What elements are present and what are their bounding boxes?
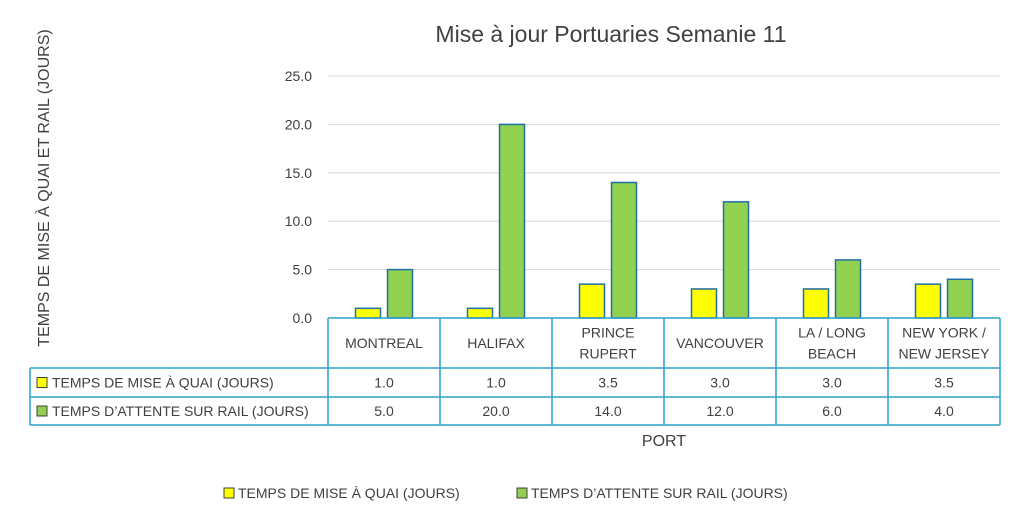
table-value: 3.0 bbox=[822, 375, 842, 391]
category-label: MONTREAL bbox=[345, 335, 423, 351]
bar bbox=[690, 288, 718, 319]
gridlines bbox=[328, 75, 1000, 271]
row-legend-key bbox=[36, 377, 48, 388]
bar bbox=[354, 307, 382, 319]
table-value: 5.0 bbox=[374, 403, 394, 419]
table-value: 6.0 bbox=[822, 403, 842, 419]
row-legend-key bbox=[36, 405, 48, 417]
y-tick-label: 0.0 bbox=[293, 310, 313, 326]
data-table: MONTREAL HALIFAX PRINCE RUPERT VANCOUVER LA /… bbox=[29, 317, 1001, 426]
category-label: PRINCE bbox=[582, 325, 635, 341]
table-value: 12.0 bbox=[706, 403, 733, 419]
bar bbox=[386, 268, 414, 319]
bar bbox=[610, 181, 638, 319]
legend-key bbox=[223, 487, 235, 499]
legend-entry: TEMPS D’ATTENTE SUR RAIL (JOURS) bbox=[531, 485, 788, 501]
y-tick-label: 20.0 bbox=[285, 116, 312, 132]
bar bbox=[914, 283, 942, 319]
table-value: 14.0 bbox=[594, 403, 621, 419]
y-tick-label: 15.0 bbox=[285, 165, 312, 181]
y-tick-label: 25.0 bbox=[285, 68, 312, 84]
category-label: LA / LONG bbox=[798, 325, 866, 341]
chart-title: Mise à jour Portuaries Semanie 11 bbox=[435, 21, 786, 47]
category-label: VANCOUVER bbox=[676, 335, 764, 351]
table-value: 20.0 bbox=[482, 403, 509, 419]
legend: TEMPS DE MISE À QUAI (JOURS) TEMPS D’ATTE… bbox=[223, 485, 788, 501]
x-axis-label: PORT bbox=[642, 433, 686, 450]
category-label: NEW YORK / bbox=[902, 325, 986, 341]
table-value: 4.0 bbox=[934, 403, 954, 419]
bar bbox=[834, 259, 862, 319]
y-axis-label: TEMPS DE MISE À QUAI ET RAIL (JOURS) bbox=[34, 29, 53, 346]
category-label: NEW JERSEY bbox=[898, 346, 990, 362]
y-axis-ticks: 0.0 5.0 10.0 15.0 20.0 25.0 bbox=[285, 68, 312, 326]
row-series-name: TEMPS DE MISE À QUAI (JOURS) bbox=[52, 375, 274, 391]
y-tick-label: 5.0 bbox=[293, 262, 313, 278]
bar bbox=[722, 201, 750, 319]
y-tick-label: 10.0 bbox=[285, 213, 312, 229]
bar bbox=[578, 283, 606, 319]
table-value: 1.0 bbox=[486, 375, 506, 391]
category-label: BEACH bbox=[808, 346, 856, 362]
category-label: RUPERT bbox=[579, 346, 637, 362]
bar bbox=[946, 278, 974, 319]
table-value: 3.0 bbox=[710, 375, 730, 391]
table-value: 1.0 bbox=[374, 375, 394, 391]
category-label: HALIFAX bbox=[467, 335, 525, 351]
row-series-name: TEMPS D’ATTENTE SUR RAIL (JOURS) bbox=[52, 403, 309, 419]
table-value: 3.5 bbox=[934, 375, 954, 391]
table-value: 3.5 bbox=[598, 375, 618, 391]
bar bbox=[466, 307, 494, 319]
legend-entry: TEMPS DE MISE À QUAI (JOURS) bbox=[238, 485, 460, 501]
bar bbox=[802, 288, 830, 319]
bar bbox=[498, 123, 526, 319]
legend-key bbox=[516, 487, 528, 499]
